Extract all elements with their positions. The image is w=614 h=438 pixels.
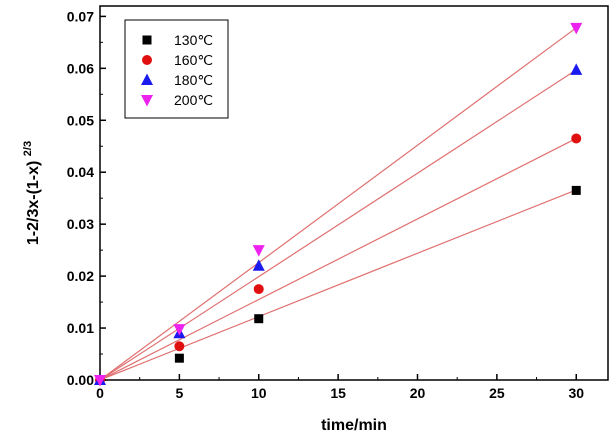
legend-box <box>124 19 229 119</box>
y-tick-label: 0.07 <box>67 8 94 24</box>
x-tick-label: 5 <box>175 385 183 401</box>
legend-marker <box>142 55 152 65</box>
x-tick-label: 25 <box>489 385 505 401</box>
x-axis-ticks: 0 5 10 15 20 25 30 <box>96 374 584 401</box>
x-tick-label: 0 <box>96 385 104 401</box>
data-point <box>570 22 583 35</box>
y-tick-label: 0.01 <box>67 320 94 336</box>
y-tick-label: 0.03 <box>67 216 94 232</box>
legend-marker <box>141 95 153 107</box>
data-point <box>571 133 582 144</box>
x-axis-title: time/min <box>321 417 387 434</box>
data-point <box>252 259 265 271</box>
legend-marker <box>141 73 153 85</box>
legend-label: 160℃ <box>174 52 213 68</box>
data-point <box>253 284 264 295</box>
data-point <box>173 324 186 336</box>
data-point <box>254 314 264 324</box>
data-point <box>252 245 265 257</box>
y-tick-label: 0.00 <box>67 372 94 388</box>
legend-marker <box>142 35 152 45</box>
fit-line <box>99 27 577 381</box>
data-point <box>174 341 185 352</box>
legend: 130℃ 160℃ 180℃ 200℃ <box>124 19 229 119</box>
x-tick-label: 10 <box>251 385 267 401</box>
x-tick-label: 20 <box>410 385 426 401</box>
plot-frame <box>99 5 609 381</box>
x-tick-label: 30 <box>568 385 584 401</box>
x-tick-label: 15 <box>330 385 346 401</box>
data-point <box>571 185 581 195</box>
y-tick-label: 0.04 <box>67 164 94 180</box>
fit-lines <box>99 27 577 381</box>
y-axis-title-main: 1-2/3x-(1-x) <box>25 161 42 245</box>
legend-label: 130℃ <box>174 32 213 48</box>
y-axis-ticks: 0.00 0.01 0.02 0.03 0.04 0.05 0.06 0.07 <box>67 8 106 388</box>
y-axis-title: 1-2/3x-(1-x) 2/3 <box>22 141 42 245</box>
y-tick-label: 0.02 <box>67 268 94 284</box>
y-axis-title-superscript: 2/3 <box>22 141 34 156</box>
data-point <box>570 63 583 75</box>
legend-label: 180℃ <box>174 72 213 88</box>
fit-line <box>99 189 577 381</box>
y-tick-label: 0.06 <box>67 60 94 76</box>
fit-line <box>99 137 577 381</box>
data-points <box>94 22 583 387</box>
y-tick-label: 0.05 <box>67 112 94 128</box>
data-point <box>94 375 106 387</box>
legend-label: 200℃ <box>174 92 213 108</box>
data-point <box>174 353 184 363</box>
